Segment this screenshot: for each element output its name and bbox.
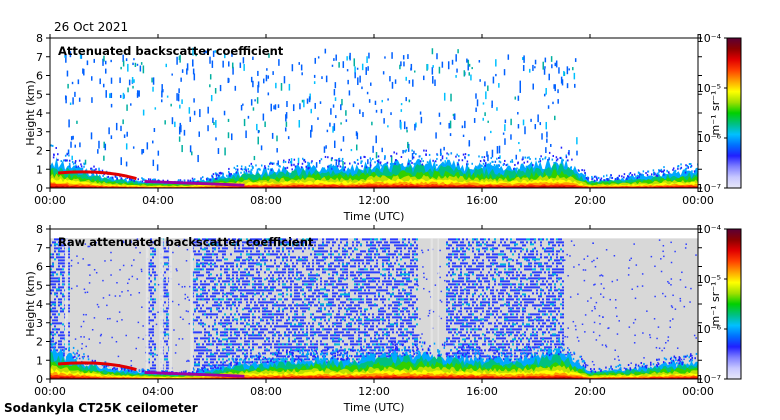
y-tick-label: 7 <box>36 242 43 255</box>
colorbar-tick-label: 10⁻⁷ <box>697 182 721 195</box>
y-tick-label: 2 <box>36 145 43 158</box>
plot-area <box>50 38 698 188</box>
y-tick-label: 6 <box>36 70 43 83</box>
x-axis-label: Time (UTC) <box>343 401 405 414</box>
y-tick-label: 0 <box>36 373 43 386</box>
x-axis-label: Time (UTC) <box>343 210 405 223</box>
y-tick-label: 5 <box>36 279 43 292</box>
y-axis-label: Height (km) <box>24 271 37 337</box>
y-tick-label: 5 <box>36 88 43 101</box>
y-tick-label: 8 <box>36 223 43 236</box>
y-tick-label: 1 <box>36 354 43 367</box>
heatmap-data <box>50 238 698 379</box>
heatmap-data <box>50 47 698 188</box>
elevated-layer <box>57 361 137 372</box>
y-tick-label: 1 <box>36 163 43 176</box>
x-tick-label: 04:00 <box>142 385 174 398</box>
colorbar-tick-label: 10⁻⁶ <box>697 323 722 336</box>
panel-title: Attenuated backscatter coefficient <box>58 44 284 58</box>
colorbar-tick-label: 10⁻⁴ <box>697 223 722 236</box>
y-tick-label: 3 <box>36 317 43 330</box>
panel-1: Attenuated backscatter coefficient 0 1 2 3 4 5… <box>24 32 742 223</box>
x-tick-label: 00:00 <box>682 194 714 207</box>
x-tick-label: 20:00 <box>574 194 606 207</box>
colorbar-unit-label: m⁻¹ sr⁻¹ <box>709 91 722 136</box>
panel-title: Raw attenuated backscatter coefficient <box>58 235 314 249</box>
x-tick-label: 12:00 <box>358 385 390 398</box>
x-tick-label: 04:00 <box>142 194 174 207</box>
colorbar <box>726 37 742 189</box>
y-tick-label: 8 <box>36 32 43 45</box>
y-tick-label: 3 <box>36 126 43 139</box>
x-tick-label: 00:00 <box>34 385 66 398</box>
x-tick-label: 20:00 <box>574 385 606 398</box>
colorbar-tick-label: 10⁻⁶ <box>697 132 722 145</box>
x-tick-label: 16:00 <box>466 194 498 207</box>
colorbar-tick-label: 10⁻⁵ <box>697 82 721 95</box>
colorbar-tick-label: 10⁻⁴ <box>697 32 722 45</box>
y-tick-label: 7 <box>36 51 43 64</box>
y-tick-label: 4 <box>36 298 43 311</box>
y-tick-label: 0 <box>36 182 43 195</box>
instrument-label: Sodankyla CT25K ceilometer <box>4 401 198 415</box>
panel-2: Raw attenuated backscatter coefficient 0 1… <box>24 223 742 414</box>
colorbar-unit-label: m⁻¹ sr⁻¹ <box>709 282 722 327</box>
elevated-layer <box>57 170 137 181</box>
y-axis-label: Height (km) <box>24 80 37 146</box>
x-tick-label: 12:00 <box>358 194 390 207</box>
date-label: 26 Oct 2021 <box>54 20 129 34</box>
y-tick-label: 2 <box>36 336 43 349</box>
x-tick-label: 16:00 <box>466 385 498 398</box>
x-tick-label: 00:00 <box>34 194 66 207</box>
y-tick-label: 6 <box>36 261 43 274</box>
x-tick-label: 08:00 <box>250 194 282 207</box>
colorbar <box>726 228 742 380</box>
x-tick-label: 08:00 <box>250 385 282 398</box>
colorbar-tick-label: 10⁻⁷ <box>697 373 721 386</box>
y-tick-label: 4 <box>36 107 43 120</box>
x-tick-label: 00:00 <box>682 385 714 398</box>
colorbar-tick-label: 10⁻⁵ <box>697 273 721 286</box>
